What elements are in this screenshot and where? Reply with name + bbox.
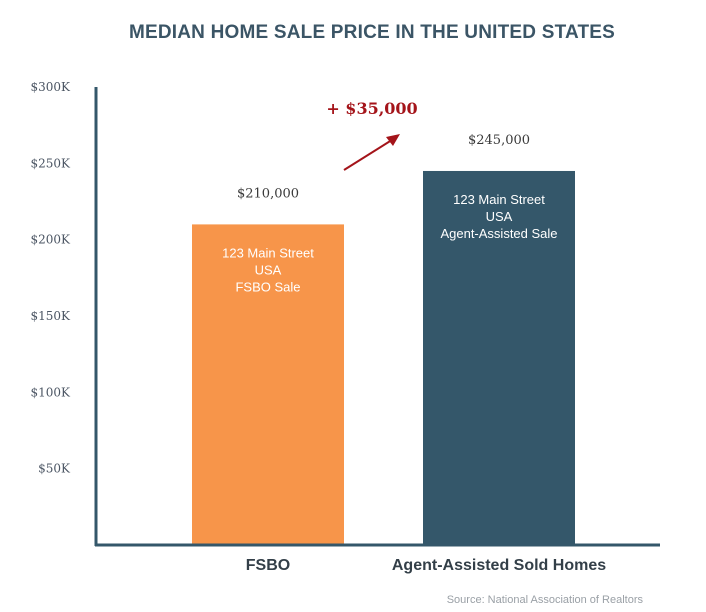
bar-agent-assisted (423, 170, 575, 545)
arrow-shaft (343, 137, 396, 171)
source-note: Source: National Association of Realtors (447, 594, 644, 606)
bar-value-label: $245,000 (468, 133, 530, 148)
y-tick-label: $200K (30, 233, 71, 247)
y-tick-label: $50K (38, 462, 71, 476)
y-tick-label: $150K (30, 309, 71, 323)
y-tick-label: $100K (30, 385, 71, 399)
y-tick-label: $250K (30, 156, 71, 170)
x-category-label: Agent-Assisted Sold Homes (392, 557, 606, 574)
bar-inner-label: Agent-Assisted Sale (440, 226, 557, 241)
difference-label: + $35,000 (326, 99, 417, 118)
bars: $210,000 123 Main Street USA FSBO Sale FSBO $… (192, 133, 606, 574)
bar-inner-label: USA (255, 262, 282, 277)
bar-inner-label: 123 Main Street (453, 192, 545, 207)
bar-value-label: $210,000 (237, 186, 299, 201)
bar-inner-label: FSBO Sale (235, 279, 300, 294)
bar-inner-label: 123 Main Street (222, 245, 314, 260)
bar-inner-label: USA (486, 209, 513, 224)
x-category-label: FSBO (246, 557, 290, 574)
y-tick-label: $300K (30, 80, 71, 94)
chart-title: MEDIAN HOME SALE PRICE IN THE UNITED STA… (129, 22, 615, 43)
difference-annotation: + $35,000 (326, 99, 418, 171)
arrow-head (386, 134, 400, 146)
y-axis-ticks: $50K $100K $150K $200K $250K $300K (30, 80, 71, 476)
bar-fsbo (192, 224, 344, 545)
